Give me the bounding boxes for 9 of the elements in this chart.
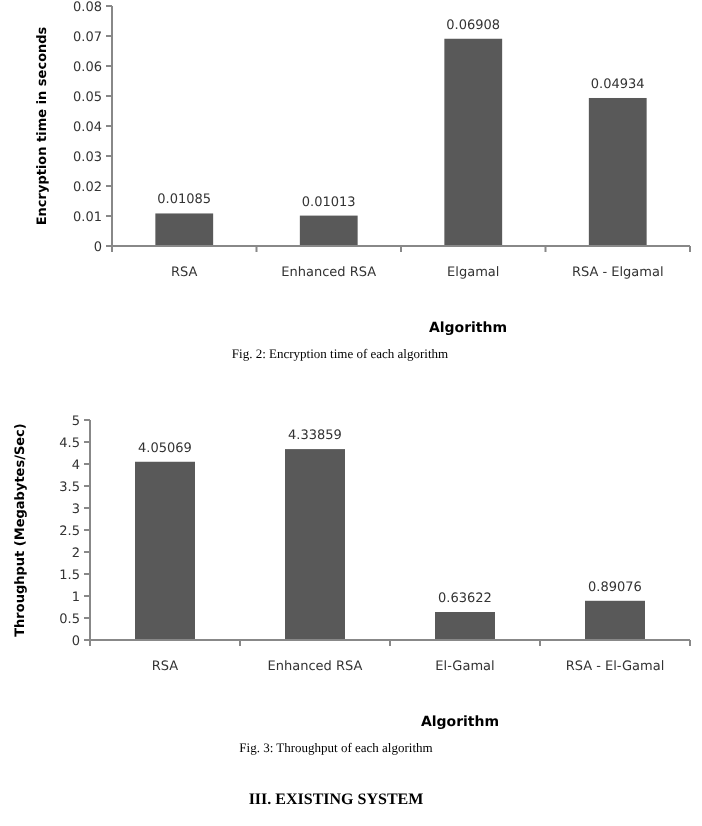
bar: [588, 97, 647, 246]
bar: [299, 215, 358, 246]
bar: [435, 612, 495, 640]
bar: [155, 213, 214, 246]
bar: [285, 449, 345, 640]
bar: [135, 461, 195, 640]
bar: [444, 38, 503, 246]
bar: [585, 600, 645, 640]
text: III. EXISTING SYSTEM: [248, 790, 425, 808]
